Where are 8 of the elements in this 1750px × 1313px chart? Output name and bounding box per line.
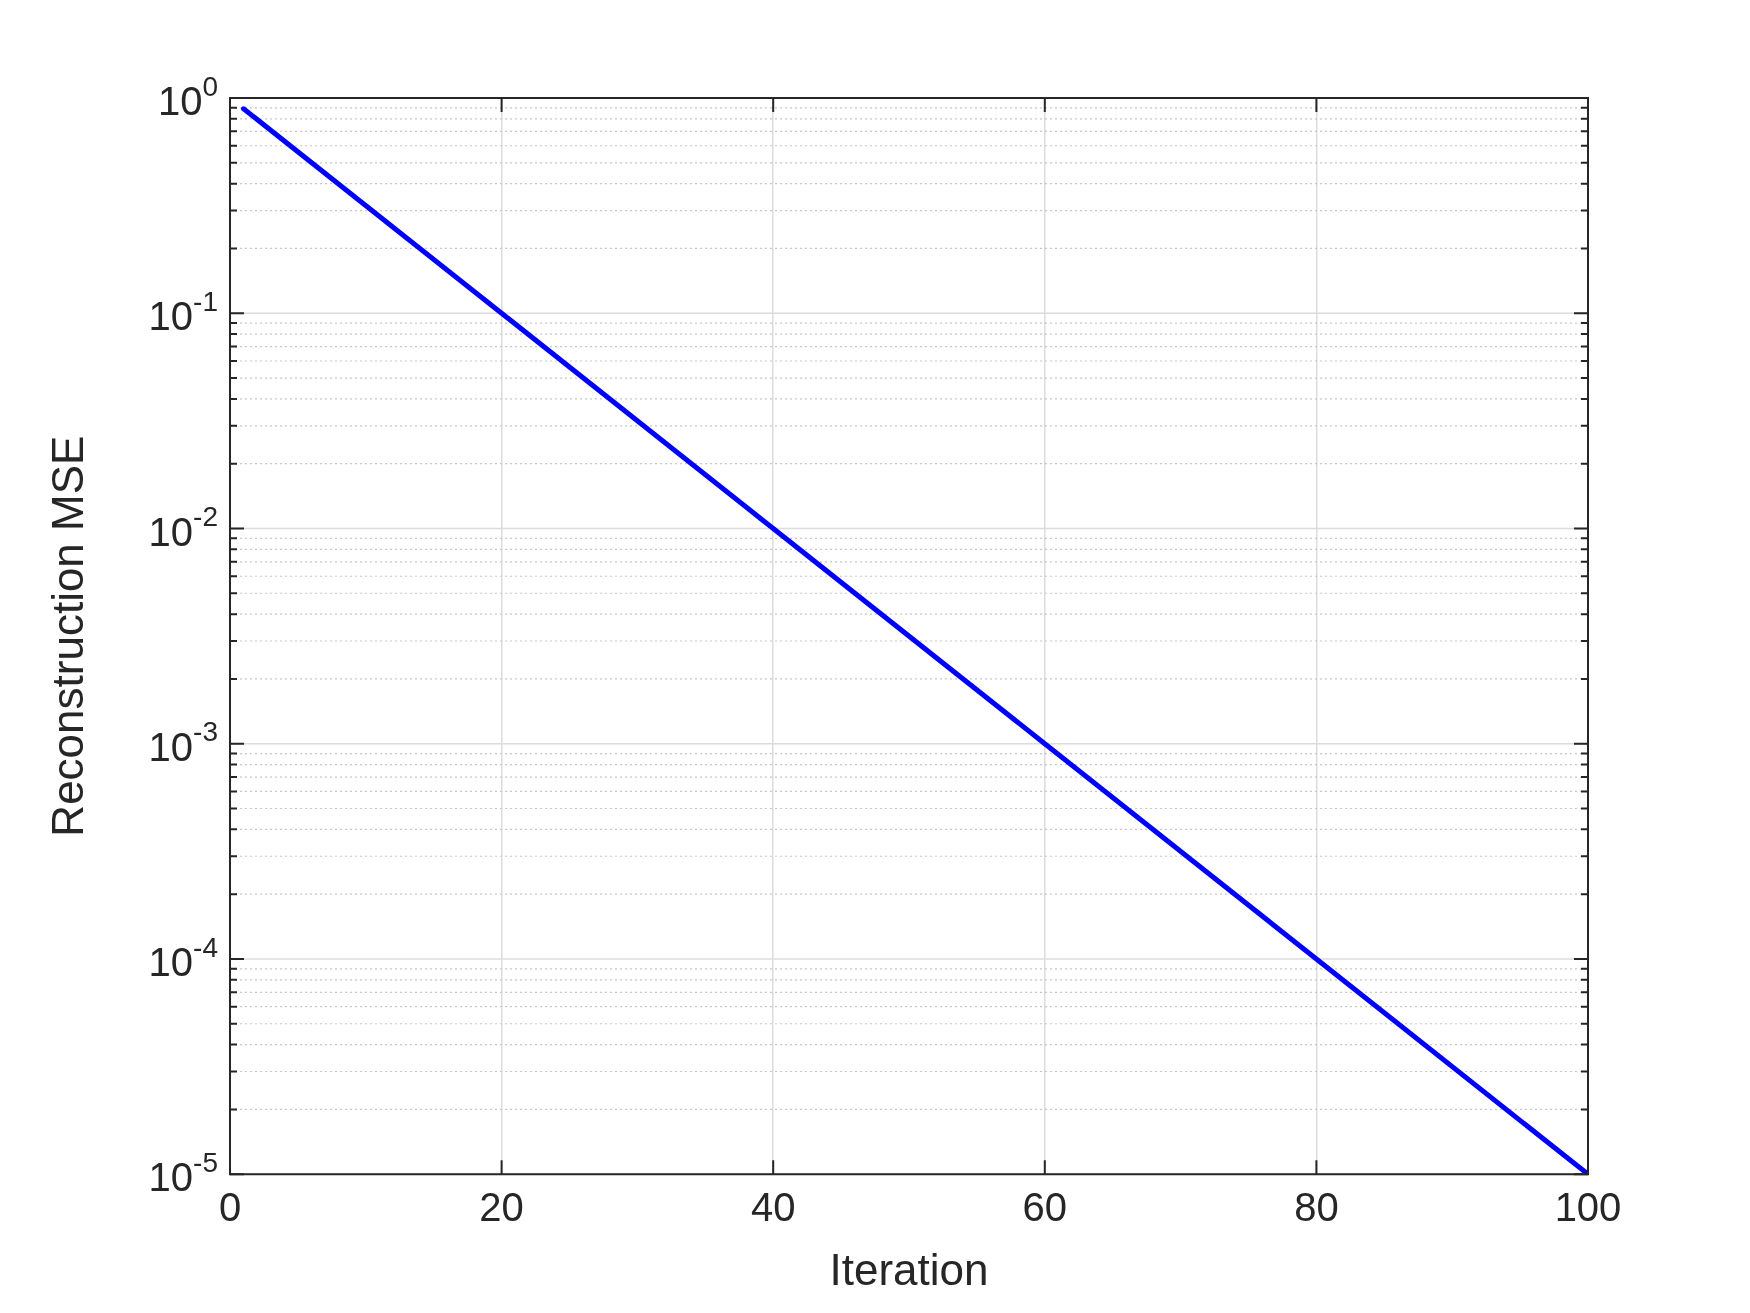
x-axis-title: Iteration xyxy=(829,1244,989,1294)
x-tick-label: 60 xyxy=(1022,1185,1068,1230)
x-tick-label: 20 xyxy=(479,1185,524,1230)
x-tick-label: 80 xyxy=(1294,1185,1339,1230)
x-tick-label: 0 xyxy=(218,1185,242,1230)
x-tick-label: 40 xyxy=(750,1185,796,1230)
x-tick-label: 100 xyxy=(1554,1185,1622,1230)
y-axis-title: Reconstruction MSE xyxy=(42,435,92,837)
